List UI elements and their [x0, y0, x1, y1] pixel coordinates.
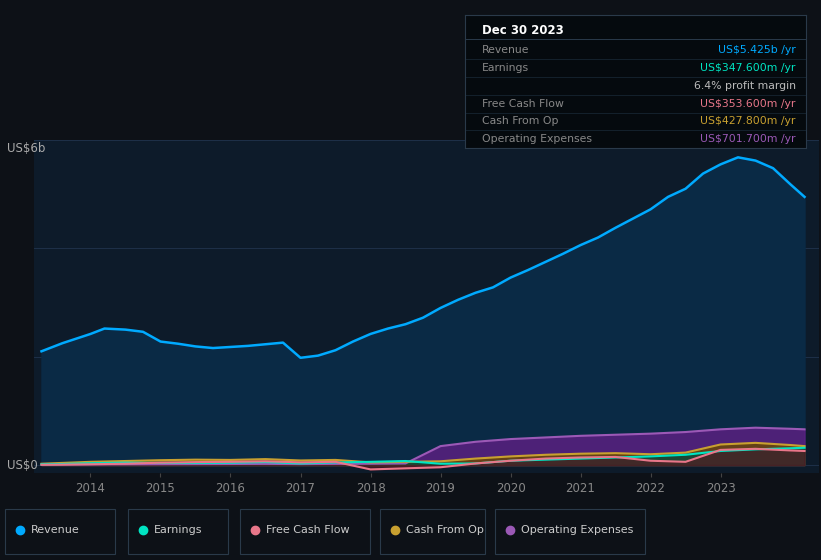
Text: 6.4% profit margin: 6.4% profit margin — [694, 81, 796, 91]
Text: Operating Expenses: Operating Expenses — [482, 134, 592, 144]
Text: Revenue: Revenue — [482, 45, 530, 55]
Text: Revenue: Revenue — [31, 525, 80, 535]
Text: Operating Expenses: Operating Expenses — [521, 525, 634, 535]
Text: US$6b: US$6b — [7, 142, 45, 155]
Text: Earnings: Earnings — [482, 63, 530, 73]
Text: US$5.425b /yr: US$5.425b /yr — [718, 45, 796, 55]
Text: US$0: US$0 — [7, 459, 37, 473]
Text: US$353.600m /yr: US$353.600m /yr — [700, 99, 796, 109]
Text: US$701.700m /yr: US$701.700m /yr — [700, 134, 796, 144]
Text: Earnings: Earnings — [154, 525, 203, 535]
Text: US$347.600m /yr: US$347.600m /yr — [700, 63, 796, 73]
Text: Free Cash Flow: Free Cash Flow — [482, 99, 564, 109]
Text: Dec 30 2023: Dec 30 2023 — [482, 24, 564, 38]
Text: Cash From Op: Cash From Op — [406, 525, 484, 535]
Text: Free Cash Flow: Free Cash Flow — [266, 525, 350, 535]
Text: US$427.800m /yr: US$427.800m /yr — [700, 116, 796, 127]
Text: Cash From Op: Cash From Op — [482, 116, 558, 127]
